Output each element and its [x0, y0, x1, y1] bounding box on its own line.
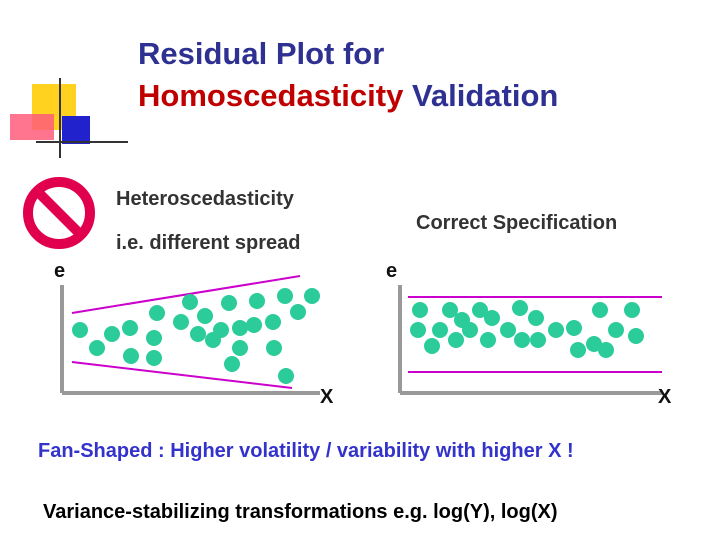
right-y-axis-label: e [386, 260, 398, 282]
residual-dot [277, 288, 293, 304]
residual-dot [410, 322, 426, 338]
transform-caption: Variance-stabilizing transformations e.g… [43, 501, 558, 523]
residual-dot [424, 338, 440, 354]
residual-dot [608, 322, 624, 338]
residual-dot [146, 330, 162, 346]
logo-blue-square [62, 116, 90, 144]
right-panel-heading: Correct Specification [416, 212, 618, 234]
residual-dot [432, 322, 448, 338]
residual-dot [266, 340, 282, 356]
residual-dot [232, 320, 248, 336]
left-panel-subheading: i.e. different spread [116, 232, 301, 254]
residual-dot [213, 322, 229, 338]
residual-dot [89, 340, 105, 356]
residual-dot [628, 328, 644, 344]
residual-dot [624, 302, 640, 318]
title-accent-word: Homoscedasticity [138, 78, 404, 113]
slide-title-line-1: Residual Plot for [138, 36, 385, 71]
residual-dot [197, 308, 213, 324]
right-residual-dots [410, 300, 644, 358]
residual-dot [224, 356, 240, 372]
residual-dot [548, 322, 564, 338]
residual-dot [232, 340, 248, 356]
slide-title-line-2: Homoscedasticity Validation [138, 78, 558, 114]
residual-dot [412, 302, 428, 318]
title-rest: Validation [403, 78, 559, 113]
left-lower-band-line [71, 361, 293, 389]
residual-dot [586, 336, 602, 352]
left-panel-heading: Heteroscedasticity [116, 188, 294, 210]
residual-dot [304, 288, 320, 304]
residual-dot [246, 317, 262, 333]
residual-dot [512, 300, 528, 316]
residual-dot [72, 322, 88, 338]
logo-blocks [10, 78, 128, 158]
residual-dot [182, 294, 198, 310]
residual-dot [528, 310, 544, 326]
left-residual-dots [72, 288, 320, 384]
residual-dot [514, 332, 530, 348]
left-upper-band-line [71, 275, 301, 314]
residual-dot [472, 302, 488, 318]
residual-dot [122, 320, 138, 336]
residual-dot [566, 320, 582, 336]
logo-pink-square [10, 114, 54, 140]
residual-dot [442, 302, 458, 318]
left-x-axis-label: X [320, 386, 334, 408]
residual-dot [149, 305, 165, 321]
residual-dot [104, 326, 120, 342]
right-x-axis-label: X [658, 386, 672, 408]
right-residual-plot [398, 285, 662, 395]
residual-dot [173, 314, 189, 330]
residual-dot [598, 342, 614, 358]
left-residual-plot [60, 275, 320, 395]
residual-dot [146, 350, 162, 366]
residual-dot [462, 322, 478, 338]
residual-dot [484, 310, 500, 326]
residual-dot [249, 293, 265, 309]
residual-dot [221, 295, 237, 311]
residual-dot [265, 314, 281, 330]
residual-dot [530, 332, 546, 348]
left-y-axis-label: e [54, 260, 66, 282]
residual-dot [290, 304, 306, 320]
residual-dot [500, 322, 516, 338]
residual-dot [592, 302, 608, 318]
residual-dot [278, 368, 294, 384]
residual-dot [123, 348, 139, 364]
residual-dot [448, 332, 464, 348]
residual-dot [190, 326, 206, 342]
prohibition-sign-icon [23, 177, 95, 249]
residual-dot [570, 342, 586, 358]
residual-dot [480, 332, 496, 348]
fan-shaped-caption: Fan-Shaped : Higher volatility / variabi… [38, 440, 574, 462]
